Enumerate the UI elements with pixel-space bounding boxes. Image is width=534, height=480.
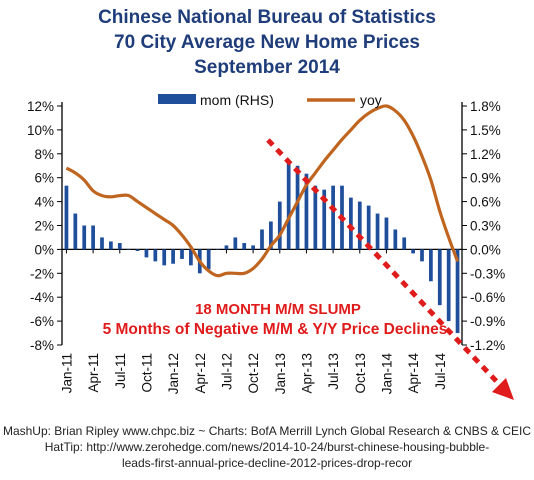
right-y-tick-label: 1.8% (470, 99, 501, 114)
legend-label-yoy: yoy (360, 92, 382, 108)
mom-bar (313, 185, 318, 250)
left-y-tick-label: 10% (27, 123, 54, 138)
mom-bar (171, 249, 175, 264)
left-y-tick-label: -8% (30, 338, 54, 353)
mom-bar (295, 165, 300, 250)
x-tick-label: Apr-12 (193, 353, 208, 394)
downtrend-arrow (266, 138, 514, 400)
legend-label-mom: mom (RHS) (200, 92, 274, 108)
mom-bar (322, 189, 327, 250)
x-tick-label: Apr-11 (86, 353, 101, 393)
legend: mom (RHS) yoy (158, 92, 382, 108)
right-y-tick-label: -0.3% (470, 266, 505, 281)
x-tick-label: Apr-14 (406, 353, 421, 394)
mom-bar (420, 249, 424, 262)
x-tick-label: Jan-12 (166, 353, 181, 394)
mom-bar (215, 249, 220, 250)
mom-bar (117, 243, 122, 250)
mom-bar (375, 213, 380, 250)
mom-bar (277, 201, 282, 250)
chart-axes: 12% 1.8% 10% 1.5% 8% 1.2% 6% 0.9% 4% 0.6% 2% 0.3% 0%… (27, 99, 505, 394)
left-y-tick-label: -6% (30, 314, 54, 329)
chart-title-line-1: Chinese National Bureau of Statistics (98, 7, 436, 28)
x-tick-label: Jan-13 (273, 353, 288, 394)
credit-line-1: MashUp: Brian Ripley www.chpc.biz ~ Char… (2, 424, 532, 438)
left-y-tick-label: 0% (34, 242, 54, 257)
left-y-tick-label: -4% (30, 290, 54, 305)
mom-bar (269, 221, 273, 250)
mom-bar (402, 237, 407, 250)
x-tick-label: Oct-11 (139, 353, 154, 393)
mom-bar (331, 185, 335, 250)
mom-bar (180, 249, 184, 259)
mom-bar (91, 225, 95, 250)
mom-bar (144, 249, 149, 258)
credit-line-2: HatTip: http://www.zerohedge.com/news/20… (44, 440, 490, 454)
right-y-tick-label: 0.9% (470, 171, 501, 186)
mom-bar (189, 249, 193, 266)
mom-bar (109, 241, 113, 250)
mom-bar (437, 249, 442, 306)
annotation-line-1: 18 MONTH M/M SLUMP (195, 301, 361, 318)
mom-bar (153, 249, 158, 262)
mom-bar (411, 249, 415, 254)
mom-bar (446, 249, 451, 322)
chart-title-line-2: 70 City Average New Home Prices (114, 32, 420, 53)
mom-bar (455, 249, 460, 334)
x-tick-label: Apr-13 (299, 353, 314, 394)
x-tick-label: Oct-13 (353, 353, 368, 394)
mom-bar (260, 229, 264, 250)
right-y-tick-label: 1.2% (470, 147, 501, 162)
mom-bar (64, 185, 69, 250)
mom-bar (251, 245, 255, 250)
mom-bar (162, 249, 167, 266)
downtrend-arrow-head (492, 378, 514, 400)
mom-bar (224, 245, 229, 250)
yoy-line-series (65, 104, 460, 278)
mom-bar (393, 229, 398, 250)
left-y-tick-label: 4% (34, 195, 54, 210)
mom-bar (286, 161, 291, 250)
left-y-tick-label: 8% (34, 147, 54, 162)
mom-bar (126, 249, 131, 250)
legend-swatch-mom (158, 94, 196, 104)
chart-canvas: 12% 1.8% 10% 1.5% 8% 1.2% 6% 0.9% 4% 0.6% 2% 0.3% 0%… (27, 92, 514, 400)
right-y-tick-label: 0.3% (470, 219, 501, 234)
right-y-tick-label: 1.5% (470, 123, 501, 138)
downtrend-arrow-shaft (266, 138, 502, 387)
annotation-line-2: 5 Months of Negative M/M & Y/Y Price Dec… (103, 321, 448, 338)
credit-line-3: leads-first-annual-price-decline-2012-pr… (121, 456, 413, 470)
yoy-line (65, 104, 460, 278)
mom-bar (304, 173, 309, 250)
mom-bar (384, 217, 389, 250)
mom-bar (135, 249, 140, 251)
left-y-tick-label: -2% (30, 266, 54, 281)
chart-title-line-3: September 2014 (194, 57, 340, 78)
mom-bar (349, 197, 353, 250)
right-y-tick-label: 0.0% (470, 242, 501, 257)
x-tick-label: Jul-11 (113, 353, 128, 389)
mom-bar (429, 249, 433, 282)
x-tick-label: Jul-13 (326, 353, 341, 390)
x-tick-label: Jul-12 (219, 353, 234, 390)
mom-bar (82, 225, 87, 250)
right-y-tick-label: -1.2% (470, 338, 505, 353)
mom-bar (242, 243, 247, 250)
mom-bar (233, 237, 238, 250)
mom-bar (73, 213, 78, 250)
x-tick-label: Jul-14 (433, 353, 448, 390)
left-y-tick-label: 12% (27, 99, 54, 114)
right-y-tick-label: 0.6% (470, 195, 501, 210)
mom-bar (206, 249, 211, 270)
x-tick-label: Jan-11 (59, 353, 74, 393)
x-tick-label: Jan-14 (379, 353, 394, 395)
mom-bar (366, 205, 371, 250)
left-y-tick-label: 2% (34, 219, 54, 234)
mom-bar (357, 201, 362, 250)
mom-bar (100, 237, 104, 250)
x-tick-label: Oct-12 (246, 353, 261, 394)
right-y-tick-label: -0.9% (470, 314, 505, 329)
right-y-tick-label: -0.6% (470, 290, 505, 305)
left-y-tick-label: 6% (34, 171, 54, 186)
